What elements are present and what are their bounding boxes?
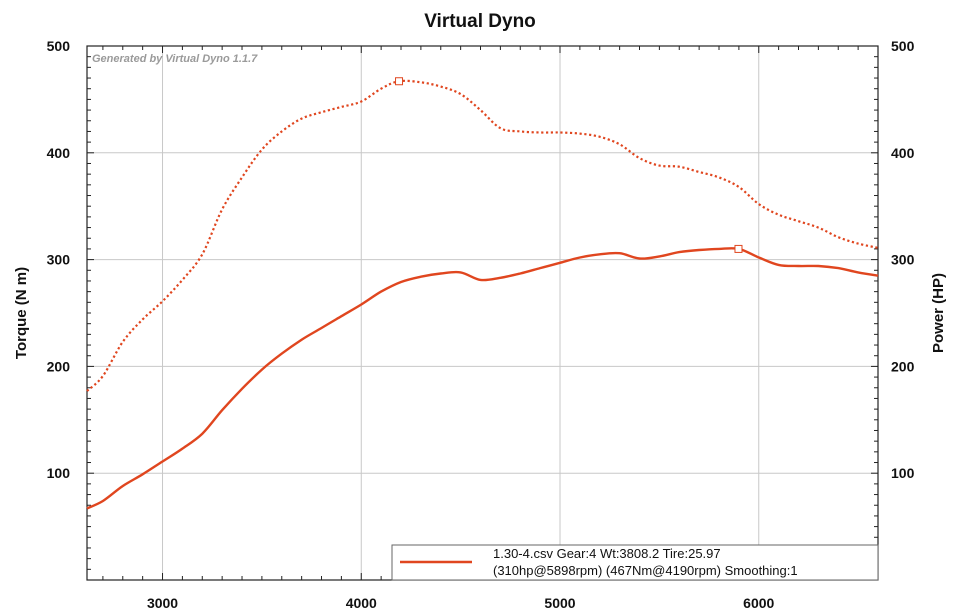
y-left-tick-label: 400 — [47, 145, 71, 161]
x-axis-ticks: 3000 4000 5000 6000 — [147, 595, 775, 611]
y-axis-right-ticks: 100 200 300 400 500 — [891, 38, 915, 481]
x-tick-label: 5000 — [544, 595, 575, 611]
peak-marker-0 — [734, 244, 743, 253]
legend-line-2: (310hp@5898rpm) (467Nm@4190rpm) Smoothin… — [493, 563, 798, 578]
watermark-text: Generated by Virtual Dyno 1.1.7 — [92, 53, 258, 65]
y-axis-left-label: Torque (N m) — [13, 267, 30, 359]
y-right-tick-label: 200 — [891, 358, 915, 374]
y-left-tick-label: 100 — [47, 465, 71, 481]
y-axis-right-label: Power (HP) — [930, 273, 947, 353]
x-tick-label: 4000 — [346, 595, 377, 611]
y-right-tick-label: 500 — [891, 38, 915, 54]
chart-title: Virtual Dyno — [424, 11, 536, 32]
y-axis-left-ticks: 100 200 300 400 500 — [47, 38, 71, 481]
minor-ticks — [87, 46, 879, 580]
y-right-tick-label: 100 — [891, 465, 915, 481]
y-right-tick-label: 300 — [891, 252, 915, 268]
legend-box — [391, 544, 879, 581]
legend: 1.30-4.csv Gear:4 Wt:3808.2 Tire:25.97 (… — [391, 544, 879, 581]
y-left-tick-label: 500 — [47, 38, 71, 54]
grid-lines — [87, 45, 878, 580]
series-layer — [86, 77, 879, 510]
series-line-1-dotted — [86, 79, 879, 392]
series-line-0-solid — [86, 247, 879, 510]
peak-marker-1 — [395, 77, 404, 86]
y-left-tick-label: 200 — [47, 358, 71, 374]
legend-line-1: 1.30-4.csv Gear:4 Wt:3808.2 Tire:25.97 — [493, 546, 721, 561]
x-tick-label: 3000 — [147, 595, 178, 611]
y-left-tick-label: 300 — [47, 252, 71, 268]
plot-area-border — [86, 45, 879, 581]
y-right-tick-label: 400 — [891, 145, 915, 161]
x-tick-label: 6000 — [743, 595, 774, 611]
